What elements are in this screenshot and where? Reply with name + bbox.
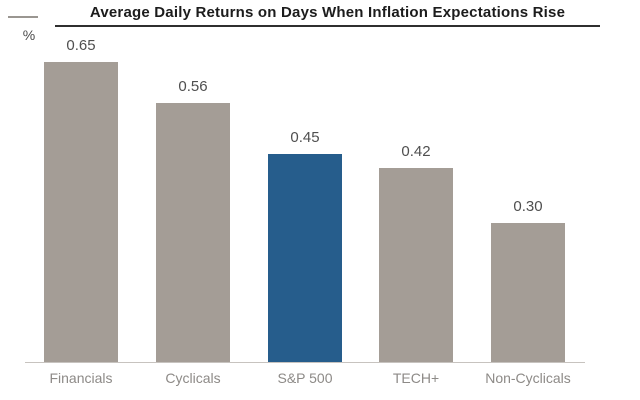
category-label: Non-Cyclicals <box>485 370 571 386</box>
value-label: 0.65 <box>66 37 96 54</box>
bar-non-cyclicals <box>491 223 565 362</box>
value-label: 0.56 <box>178 78 208 95</box>
chart-title: Average Daily Returns on Days When Infla… <box>55 4 600 27</box>
category-label: Financials <box>49 370 113 386</box>
bar-cyclicals <box>156 103 230 362</box>
y-axis-top-tick <box>8 16 38 18</box>
x-axis-line <box>25 362 585 363</box>
bar-financials <box>44 62 118 362</box>
value-label: 0.30 <box>513 198 543 215</box>
bar-tech- <box>379 168 453 362</box>
category-label: TECH+ <box>392 370 440 386</box>
bar-s-p-500 <box>268 154 342 362</box>
value-label: 0.42 <box>401 143 431 160</box>
category-label: S&P 500 <box>277 370 333 386</box>
y-axis-unit-label: % <box>22 27 36 43</box>
value-label: 0.45 <box>290 129 320 146</box>
category-label: Cyclicals <box>165 370 221 386</box>
